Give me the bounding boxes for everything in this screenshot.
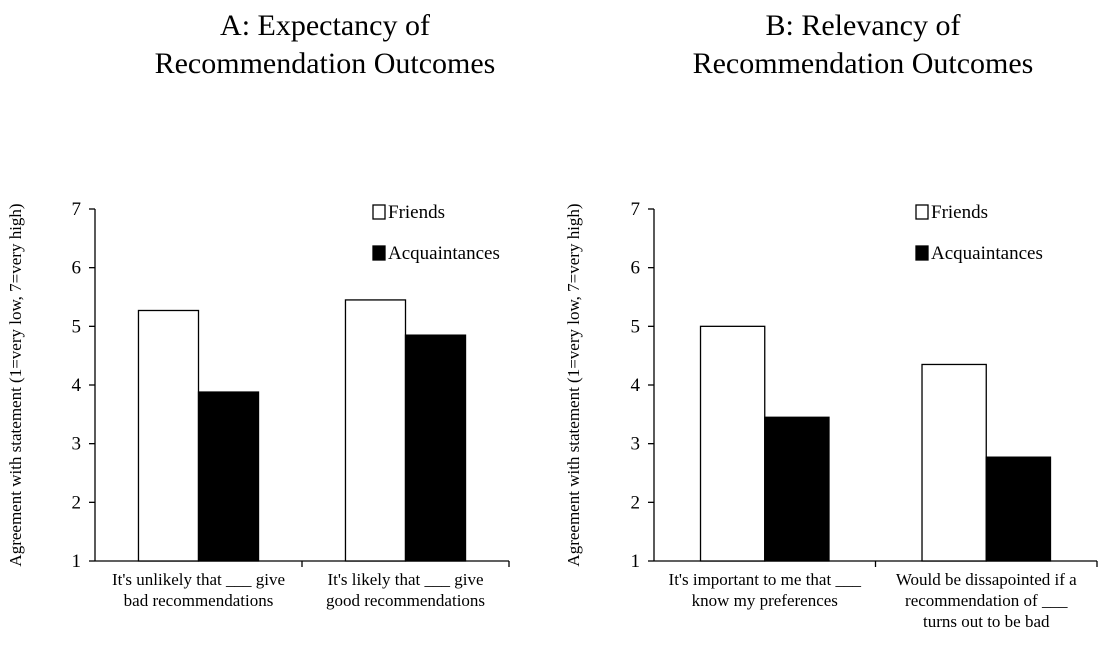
- panel-b-x-category-label: recommendation of ___: [905, 591, 1068, 610]
- panel-a-x-category-label: bad recommendations: [124, 591, 274, 610]
- panel-a-legend-swatch-acquaintances: [372, 245, 386, 261]
- panel-a-bar-friends: [137, 309, 200, 562]
- panel-a-bar-acquaintances: [404, 334, 467, 562]
- panel-b-title-line-2: Recommendation Outcomes: [693, 47, 1034, 80]
- panel-b: B: Relevancy of Recommendation Outcomes …: [564, 9, 1098, 631]
- panel-a-title-line-2: Recommendation Outcomes: [155, 47, 496, 80]
- panel-a-x-category-label: It's unlikely that ___ give: [112, 570, 285, 589]
- panel-b-y-tick-label: 7: [631, 199, 641, 220]
- panel-b-x-category-label: Would be dissapointed if a: [896, 570, 1077, 589]
- panel-a-y-tick-label: 3: [72, 434, 82, 455]
- panel-b-legend-label-friends: Friends: [931, 202, 988, 223]
- panel-a-y-tick-label: 7: [72, 199, 82, 220]
- panel-a-legend-swatch-friends: [372, 204, 386, 220]
- panel-b-y-tick-label: 5: [631, 316, 641, 337]
- panel-b-y-tick-label: 1: [631, 551, 641, 572]
- panel-a-bar-friends: [344, 299, 407, 562]
- panel-a-y-tick-label: 2: [72, 492, 82, 513]
- panel-b-bar-friends: [921, 363, 987, 562]
- panel-a-bar-acquaintances: [197, 391, 260, 562]
- panel-a-y-tick-label: 6: [72, 258, 82, 279]
- panel-b-title-line-1: B: Relevancy of: [766, 9, 961, 42]
- panel-a-plot: 1 2 3 4 5 6 7 It's unlikely that ___ give bad re…: [72, 199, 510, 610]
- panel-b-y-tick-label: 3: [631, 434, 641, 455]
- panel-b-bar-acquaintances: [985, 456, 1052, 562]
- panel-b-legend-swatch-friends: [915, 204, 929, 220]
- panel-b-bar-friends: [699, 325, 766, 562]
- panel-b-legend-swatch-acquaintances: [915, 245, 929, 261]
- panel-a-y-tick-label: 1: [72, 551, 82, 572]
- panel-a-legend-label-acquaintances: Acquaintances: [388, 243, 500, 264]
- panel-a-x-category-label: It's likely that ___ give: [327, 570, 483, 589]
- panel-b-legend-label-acquaintances: Acquaintances: [931, 243, 1043, 264]
- panel-b-x-category-label: turns out to be bad: [923, 612, 1050, 631]
- panel-a-y-tick-label: 5: [72, 316, 82, 337]
- panel-b-x-category-label: know my preferences: [692, 591, 838, 610]
- panel-b-plot: 1 2 3 4 5 6 7 It's important to me that ___know…: [631, 199, 1098, 631]
- panel-a-x-category-label: good recommendations: [326, 591, 485, 610]
- panel-b-x-category-label: It's important to me that ___: [669, 570, 862, 589]
- panel-a-y-tick-label: 4: [72, 375, 82, 396]
- panel-b-bar-acquaintances: [764, 416, 830, 562]
- panel-b-y-tick-label: 2: [631, 492, 641, 513]
- panel-a: A: Expectancy of Recommendation Outcomes…: [6, 9, 510, 610]
- panel-a-title-line-1: A: Expectancy of: [220, 9, 430, 42]
- panel-a-legend-label-friends: Friends: [388, 202, 445, 223]
- panel-b-y-tick-label: 4: [631, 375, 641, 396]
- panel-b-y-tick-label: 6: [631, 258, 641, 279]
- panel-a-y-axis-label: Agreement with statement (1=very low, 7=…: [6, 203, 25, 566]
- panel-b-y-axis-label: Agreement with statement (1=very low, 7=…: [564, 203, 583, 566]
